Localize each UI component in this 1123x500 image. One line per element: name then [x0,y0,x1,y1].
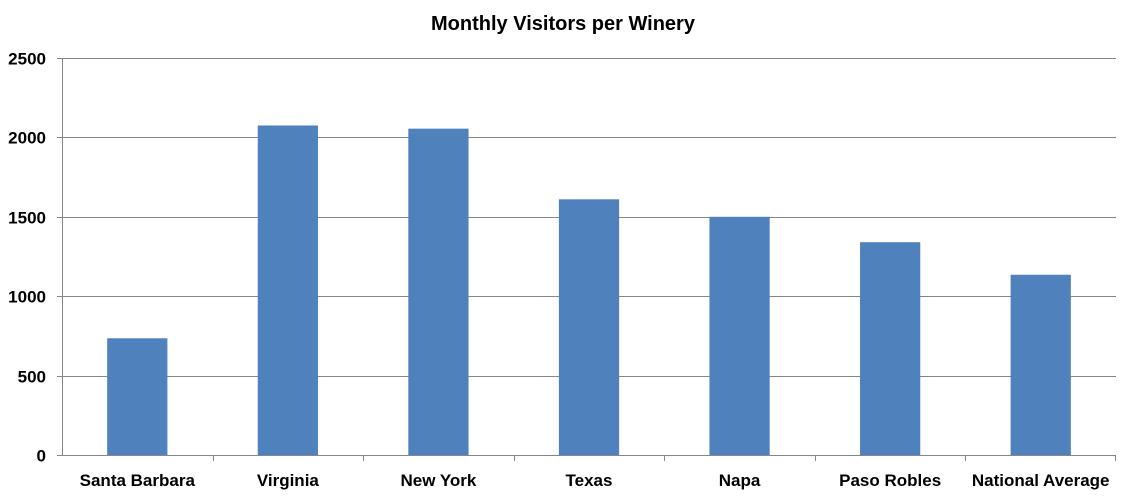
bar [558,199,620,455]
x-axis-category-label: Napa [719,471,761,490]
y-axis-tick-label: 1500 [8,209,46,228]
x-axis-category-label: Virginia [257,471,320,490]
bar [107,338,168,455]
x-axis-category-label: Texas [566,471,613,490]
bar [408,128,469,455]
x-axis-category-label: New York [400,471,476,490]
bar [1010,274,1071,455]
axes [57,58,1116,461]
chart-title: Monthly Visitors per Winery [431,13,696,35]
y-axis-tick-labels: 0 500 1000 1500 2000 2500 [8,50,46,466]
x-axis-category-labels: Santa Barbara Virginia New York Texas Napa Pa… [80,471,1110,490]
y-axis-tick-label: 2000 [8,129,46,148]
bar [709,216,770,455]
x-axis-category-label: Santa Barbara [80,471,196,490]
y-axis-tick-label: 500 [18,368,46,387]
bars [107,125,1071,456]
y-axis-tick-label: 1000 [8,288,46,307]
x-axis-category-label: National Average [972,471,1110,490]
bar [257,125,318,456]
bar [860,242,921,455]
x-axis-category-label: Paso Robles [839,471,941,490]
y-axis-tick-label: 0 [37,447,46,466]
y-axis-tick-label: 2500 [8,50,46,69]
